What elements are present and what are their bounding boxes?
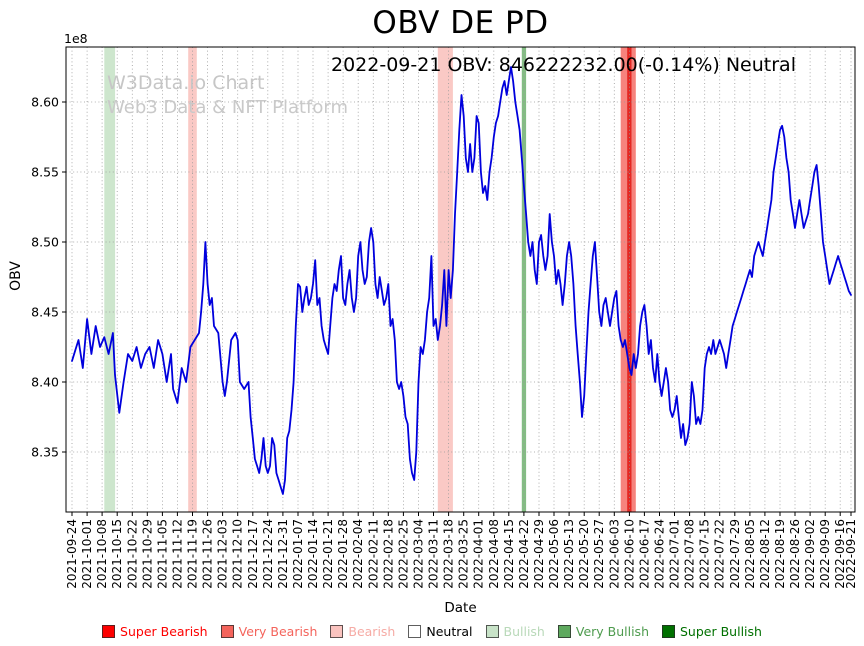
x-tick-label: 2022-07-01: [668, 519, 682, 589]
legend-label-very-bearish: Very Bearish: [238, 623, 318, 639]
y-axis-offset-label: 1e8: [64, 31, 88, 46]
x-tick-label: 2021-11-26: [201, 519, 215, 589]
x-tick-label: 2022-05-27: [592, 519, 606, 589]
legend-label-bullish: Bullish: [503, 623, 545, 639]
x-tick-label: 2022-04-29: [532, 519, 546, 589]
obv-line-series: [71, 66, 852, 495]
x-tick-label: 2021-11-19: [186, 519, 200, 589]
y-tick-label: 8.35: [31, 445, 59, 460]
x-tick-label: 2021-10-08: [95, 519, 109, 589]
legend-swatch-bearish: [330, 624, 344, 638]
signal-band-bearish: [188, 47, 197, 512]
x-tick-label: 2021-12-31: [276, 519, 290, 589]
x-tick-label: 2022-05-20: [577, 519, 591, 589]
x-tick-label: 2022-01-14: [306, 519, 320, 589]
y-tick-label: 8.40: [31, 375, 59, 390]
x-tick-label: 2022-08-12: [758, 519, 772, 589]
x-tick-label: 2022-07-08: [683, 519, 697, 589]
x-tick-label: 2022-01-28: [336, 519, 350, 589]
x-tick-label: 2022-08-26: [788, 519, 802, 589]
x-tick-label: 2022-09-02: [803, 519, 817, 589]
legend-label-super-bullish: Super Bullish: [680, 623, 762, 639]
y-axis-title: OBV: [8, 261, 24, 291]
x-tick-label: 2021-11-12: [170, 519, 184, 589]
x-tick-label: 2022-04-01: [472, 519, 486, 589]
legend-label-bearish: Bearish: [348, 623, 396, 639]
chart-title: OBV DE PD: [372, 5, 549, 41]
legend-label-very-bullish: Very Bullish: [575, 623, 649, 639]
x-tick-label: 2022-07-15: [698, 519, 712, 589]
legend-label-neutral: Neutral: [426, 623, 473, 639]
signal-band-very-bullish: [521, 47, 527, 512]
plot-area: 2021-09-24 2021-10-01 2021-10-08 2021-10-15…: [31, 46, 858, 589]
legend-item-very-bearish: Very Bearish: [220, 623, 318, 639]
x-tick-label: 2022-01-21: [321, 519, 335, 589]
x-tick-label: 2022-03-18: [442, 519, 456, 589]
x-tick-label: 2021-12-24: [261, 519, 275, 589]
x-tick-label: 2022-04-15: [502, 519, 516, 589]
x-tick-label: 2021-10-01: [80, 519, 94, 589]
x-axis-title: Date: [444, 600, 477, 616]
axes-spines: [65, 46, 856, 513]
x-tick-label: 2021-09-24: [65, 519, 79, 589]
x-tick-label: 2022-03-25: [457, 519, 471, 589]
x-tick-label: 2021-12-17: [246, 519, 260, 589]
legend: Super Bearish Very Bearish Bearish Neutral B…: [0, 619, 864, 643]
watermark-line2: Web3 Data & NFT Platform: [107, 96, 349, 118]
x-tick-label: 2022-03-04: [412, 519, 426, 589]
x-tick-label: 2022-02-25: [396, 519, 410, 589]
x-tick-label: 2021-10-22: [125, 519, 139, 589]
x-tick-label: 2022-08-19: [773, 519, 787, 589]
legend-swatch-bullish: [485, 624, 499, 638]
y-tick-label: 8.55: [31, 165, 59, 180]
last-value-annotation: 2022-09-21 OBV: 846222232.00(-0.14%) Neu…: [331, 54, 796, 76]
x-tick-label: 2022-02-18: [381, 519, 395, 589]
x-tick-label: 2022-05-13: [562, 519, 576, 589]
x-tick-label: 2022-06-03: [607, 519, 621, 589]
x-tick-label: 2022-08-05: [743, 519, 757, 589]
y-tick-label: 8.45: [31, 305, 59, 320]
x-tick-label: 2022-09-21: [844, 519, 858, 589]
x-tick-label: 2022-04-22: [517, 519, 531, 589]
x-tick-label: 2022-06-17: [637, 519, 651, 589]
x-tick-label: 2022-07-29: [728, 519, 742, 589]
x-tick-label: 2022-04-08: [487, 519, 501, 589]
y-tick-label: 8.50: [31, 235, 59, 250]
x-tick-label: 2021-11-05: [155, 519, 169, 589]
signal-band-super-bearish: [627, 47, 632, 512]
legend-swatch-super-bearish: [102, 624, 116, 638]
legend-swatch-neutral: [408, 624, 422, 638]
x-tick-label: 2022-03-11: [427, 519, 441, 589]
legend-item-super-bearish: Super Bearish: [102, 624, 208, 639]
x-tick-label: 2022-07-22: [713, 519, 727, 589]
signal-band-bullish: [104, 47, 116, 512]
legend-swatch-super-bullish: [662, 624, 675, 638]
legend-item-very-bullish: Very Bullish: [557, 623, 649, 639]
x-tick-label: 2022-09-09: [818, 519, 832, 589]
x-tick-label: 2021-10-29: [140, 519, 154, 589]
legend-swatch-very-bullish: [557, 624, 571, 638]
x-tick-label: 2021-12-03: [216, 519, 230, 589]
y-tick-label: 8.60: [31, 95, 59, 110]
x-tick-label: 2022-02-04: [351, 519, 365, 589]
legend-item-bearish: Bearish: [330, 624, 395, 639]
x-tick-label: 2022-05-06: [547, 519, 561, 589]
x-tick-label: 2022-06-10: [622, 519, 636, 589]
legend-item-neutral: Neutral: [408, 623, 473, 639]
x-tick-label: 2022-01-07: [291, 519, 305, 589]
legend-label-super-bearish: Super Bearish: [120, 623, 208, 639]
x-tick-label: 2021-12-10: [231, 519, 245, 589]
legend-swatch-very-bearish: [220, 624, 234, 638]
watermark: W3Data.io Chart Web3 Data & NFT Platform: [107, 71, 348, 119]
x-tick-label: 2022-09-16: [833, 519, 847, 589]
legend-item-super-bullish: Super Bullish: [662, 624, 762, 639]
watermark-line1: W3Data.io Chart: [107, 72, 265, 94]
legend-item-bullish: Bullish: [485, 623, 545, 639]
x-tick-label: 2022-02-11: [366, 519, 380, 589]
x-tick-label: 2021-10-15: [110, 519, 124, 589]
x-tick-label: 2022-06-24: [653, 519, 667, 589]
